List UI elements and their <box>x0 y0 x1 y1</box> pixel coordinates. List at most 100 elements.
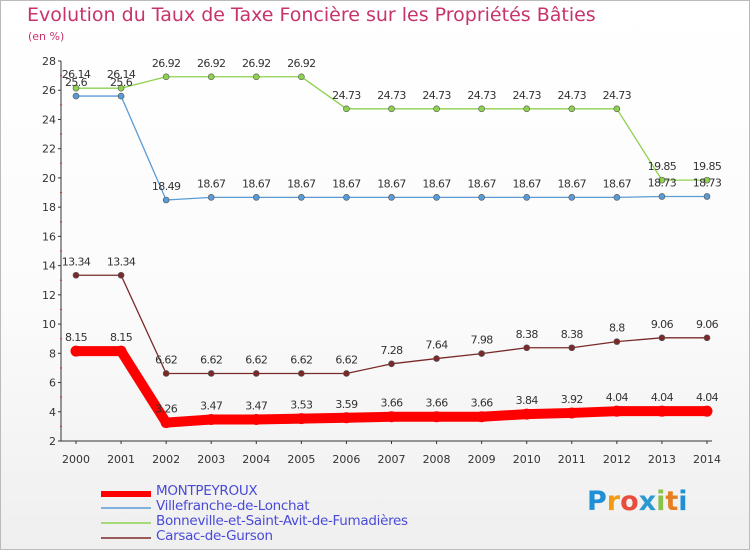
y-tick-label: 16 <box>42 230 56 243</box>
data-label: 18.67 <box>242 177 271 190</box>
data-point <box>298 73 305 81</box>
data-label: 13.34 <box>62 255 91 268</box>
legend-swatch-villefranche <box>101 507 151 509</box>
data-label: 8.15 <box>110 331 133 344</box>
x-tick-label: 2005 <box>287 453 315 466</box>
logo-letter: i <box>656 486 666 517</box>
data-point <box>568 194 576 201</box>
logo-letter: r <box>606 486 621 517</box>
y-tick-label: 24 <box>42 113 56 126</box>
data-label: 26.92 <box>287 57 316 70</box>
data-point <box>72 271 80 279</box>
data-point <box>117 271 125 279</box>
x-tick-label: 2000 <box>62 453 90 466</box>
data-label: 6.62 <box>245 353 267 366</box>
data-point <box>162 73 170 81</box>
data-point <box>523 344 531 352</box>
data-point <box>521 408 533 420</box>
data-label: 26.92 <box>152 57 181 70</box>
y-tick-label: 26 <box>42 84 56 97</box>
data-label: 26.14 <box>62 68 91 81</box>
data-point <box>298 194 305 201</box>
data-label: 13.34 <box>107 255 136 268</box>
data-point <box>160 417 172 429</box>
data-label: 3.47 <box>200 400 223 413</box>
x-tick-label: 2007 <box>378 453 406 466</box>
data-point <box>566 407 578 419</box>
data-label: 18.67 <box>377 177 406 190</box>
x-tick-label: 2008 <box>423 453 451 466</box>
data-label: 24.73 <box>422 89 451 102</box>
legend-label-montpeyroux: MONTPEYROUX <box>156 483 258 499</box>
data-label: 18.67 <box>197 177 226 190</box>
legend-label-bonneville: Bonneville-et-Saint-Avit-de-Fumadières <box>156 513 408 529</box>
data-label: 24.73 <box>603 89 632 102</box>
data-label: 8.38 <box>516 328 539 341</box>
data-point <box>343 370 350 377</box>
data-label: 18.67 <box>512 177 541 190</box>
y-tick-label: 18 <box>42 201 56 214</box>
data-label: 19.85 <box>693 160 722 173</box>
data-point <box>658 334 666 342</box>
data-label: 18.73 <box>693 176 722 189</box>
logo-letter: o <box>620 486 639 517</box>
data-point <box>70 345 82 357</box>
data-label: 6.62 <box>200 353 222 366</box>
data-label: 4.04 <box>696 391 719 404</box>
y-tick-label: 10 <box>42 318 56 331</box>
data-label: 18.73 <box>648 176 677 189</box>
data-label: 25.6 <box>110 76 133 89</box>
data-point <box>117 84 125 92</box>
data-point <box>703 193 711 200</box>
data-point <box>162 196 170 204</box>
data-label: 6.62 <box>155 353 177 366</box>
x-tick-label: 2010 <box>513 453 541 466</box>
x-tick-label: 2003 <box>197 453 225 466</box>
data-point <box>613 338 621 345</box>
data-label: 8.38 <box>561 328 584 341</box>
logo-letter: i <box>678 486 688 517</box>
data-label: 24.73 <box>377 89 406 102</box>
data-label: 3.59 <box>335 398 358 411</box>
data-point <box>250 414 262 426</box>
logo-letter: P <box>587 486 607 517</box>
data-label: 24.73 <box>512 89 541 102</box>
data-point <box>72 92 80 100</box>
data-point <box>162 370 170 377</box>
data-point <box>658 176 666 184</box>
data-label: 3.47 <box>245 400 268 413</box>
data-label: 3.53 <box>290 399 313 412</box>
data-point <box>568 105 576 113</box>
data-label: 18.67 <box>332 177 361 190</box>
data-point <box>613 105 621 113</box>
logo-letter: x <box>638 486 657 517</box>
data-point <box>207 370 215 377</box>
data-point <box>252 73 260 81</box>
x-tick-label: 2013 <box>648 453 676 466</box>
data-point <box>343 194 350 201</box>
y-tick-label: 20 <box>42 172 56 185</box>
data-point <box>478 350 485 357</box>
data-point <box>205 414 217 426</box>
data-label: 9.06 <box>651 318 674 331</box>
logo-letter: t <box>665 486 679 517</box>
data-label: 3.92 <box>561 393 583 406</box>
data-label: 24.73 <box>467 89 496 102</box>
data-label: 18.67 <box>603 177 632 190</box>
data-point <box>115 345 127 357</box>
x-tick-label: 2012 <box>603 453 631 466</box>
data-label: 3.84 <box>516 394 539 407</box>
data-label: 7.28 <box>380 344 403 357</box>
data-point <box>298 370 305 377</box>
y-tick-label: 8 <box>49 347 56 360</box>
x-tick-label: 2011 <box>558 453 586 466</box>
y-tick-label: 12 <box>42 289 56 302</box>
data-label: 24.73 <box>558 89 587 102</box>
data-point <box>476 411 488 423</box>
data-point <box>433 194 440 201</box>
data-point <box>703 334 711 342</box>
data-point <box>295 413 307 425</box>
data-label: 3.66 <box>380 397 403 410</box>
data-point <box>252 370 260 377</box>
data-point <box>613 194 621 201</box>
